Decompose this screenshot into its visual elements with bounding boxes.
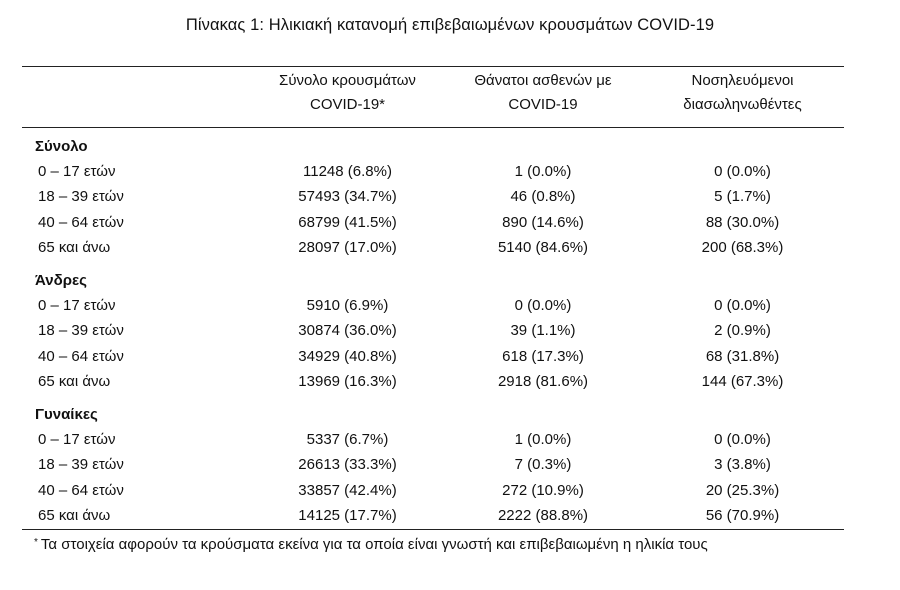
age-distribution-table: Σύνολο κρουσμάτων COVID-19* Θάνατοι ασθε… — [22, 66, 844, 530]
intubated-cell: 2 (0.9%) — [714, 322, 771, 340]
intubated-cell: 20 (25.3%) — [705, 481, 780, 499]
deaths-cell: 39 (1.1%) — [510, 322, 576, 340]
header-total-cases: Σύνολο κρουσμάτων COVID-19* — [250, 67, 445, 128]
age-group-cell: 40 – 64 ετών — [38, 481, 124, 499]
footnote-marker: * — [34, 537, 38, 548]
cases-cell: 30874 (36.0%) — [298, 322, 397, 340]
table-row: 18 – 39 ετών 57493 (34.7%) 46 (0.8%) 5 (… — [22, 185, 844, 211]
cases-cell: 57493 (34.7%) — [298, 188, 397, 206]
age-group-cell: 18 – 39 ετών — [38, 188, 124, 206]
header-row: Σύνολο κρουσμάτων COVID-19* Θάνατοι ασθε… — [22, 66, 844, 128]
deaths-cell: 46 (0.8%) — [510, 188, 576, 206]
header-empty-cell — [22, 67, 250, 128]
age-group-cell: 18 – 39 ετών — [38, 456, 124, 474]
age-group-cell: 65 και άνω — [38, 373, 111, 391]
cases-cell: 26613 (33.3%) — [298, 456, 397, 474]
deaths-cell: 7 (0.3%) — [514, 456, 572, 474]
table-row: 65 και άνω 13969 (16.3%) 2918 (81.6%) 14… — [22, 370, 844, 396]
header-deaths-line1: Θάνατοι ασθενών με — [474, 72, 612, 89]
deaths-cell: 5140 (84.6%) — [497, 239, 589, 257]
table-row: 40 – 64 ετών 68799 (41.5%) 890 (14.6%) 8… — [22, 210, 844, 236]
table-row: 0 – 17 ετών 5910 (6.9%) 0 (0.0%) 0 (0.0%… — [22, 293, 844, 319]
cases-cell: 11248 (6.8%) — [303, 162, 392, 180]
footnote-text: Τα στοιχεία αφορούν τα κρούσματα εκείνα … — [40, 536, 708, 553]
deaths-cell: 1 (0.0%) — [514, 430, 572, 448]
intubated-cell: 144 (67.3%) — [701, 373, 784, 391]
table-row: 0 – 17 ετών 11248 (6.8%) 1 (0.0%) 0 (0.0… — [22, 159, 844, 185]
intubated-cell: 5 (1.7%) — [714, 188, 771, 206]
deaths-cell: 272 (10.9%) — [502, 481, 584, 499]
age-group-cell: 0 – 17 ετών — [38, 296, 116, 314]
cases-cell: 5337 (6.7%) — [306, 430, 389, 448]
deaths-cell: 2222 (88.8%) — [497, 507, 589, 525]
deaths-cell: 0 (0.0%) — [514, 296, 572, 314]
cases-cell: 13969 (16.3%) — [298, 373, 397, 391]
header-intubated-line2: διασωληνωθέντες — [683, 96, 802, 113]
age-distribution-table-container: Σύνολο κρουσμάτων COVID-19* Θάνατοι ασθε… — [22, 66, 844, 530]
table-title: Πίνακας 1: Ηλικιακή κατανομή επιβεβαιωμέ… — [185, 16, 715, 34]
header-total-cases-line2: COVID-19* — [309, 96, 386, 113]
header-deaths: Θάνατοι ασθενών με COVID-19 — [445, 67, 641, 128]
header-total-cases-line1: Σύνολο κρουσμάτων — [279, 72, 416, 89]
section-label: Άνδρες — [35, 271, 87, 289]
age-group-cell: 65 και άνω — [38, 507, 111, 525]
section-label: Σύνολο — [35, 137, 88, 155]
header-intubated-line1: Νοσηλευόμενοι — [691, 72, 794, 89]
deaths-cell: 618 (17.3%) — [502, 347, 584, 365]
cases-cell: 34929 (40.8%) — [298, 347, 397, 365]
cases-cell: 33857 (42.4%) — [298, 481, 397, 499]
table-row: 65 και άνω 14125 (17.7%) 2222 (88.8%) 56… — [22, 504, 844, 530]
age-group-cell: 65 και άνω — [38, 239, 111, 257]
table-row: 18 – 39 ετών 26613 (33.3%) 7 (0.3%) 3 (3… — [22, 453, 844, 479]
cases-cell: 68799 (41.5%) — [298, 213, 397, 231]
intubated-cell: 0 (0.0%) — [714, 430, 771, 448]
header-intubated: Νοσηλευόμενοι διασωληνωθέντες — [641, 67, 844, 128]
table-row: 40 – 64 ετών 34929 (40.8%) 618 (17.3%) 6… — [22, 344, 844, 370]
table-row: 40 – 64 ετών 33857 (42.4%) 272 (10.9%) 2… — [22, 478, 844, 504]
age-group-cell: 40 – 64 ετών — [38, 347, 124, 365]
deaths-cell: 2918 (81.6%) — [497, 373, 589, 391]
table-row: 65 και άνω 28097 (17.0%) 5140 (84.6%) 20… — [22, 236, 844, 262]
intubated-cell: 200 (68.3%) — [701, 239, 784, 257]
section-header-women: Γυναίκες — [22, 402, 844, 427]
intubated-cell: 0 (0.0%) — [714, 296, 771, 314]
intubated-cell: 0 (0.0%) — [714, 162, 771, 180]
intubated-cell: 68 (31.8%) — [705, 347, 780, 365]
table-row: 18 – 39 ετών 30874 (36.0%) 39 (1.1%) 2 (… — [22, 319, 844, 345]
section-header-total: Σύνολο — [22, 128, 844, 160]
section-label: Γυναίκες — [35, 405, 98, 423]
intubated-cell: 88 (30.0%) — [705, 213, 780, 231]
age-group-cell: 0 – 17 ετών — [38, 162, 116, 180]
header-deaths-line2: COVID-19 — [508, 96, 578, 113]
footnote: * Τα στοιχεία αφορούν τα κρούσματα εκείνα… — [34, 534, 708, 556]
deaths-cell: 1 (0.0%) — [514, 162, 572, 180]
intubated-cell: 3 (3.8%) — [714, 456, 771, 474]
age-group-cell: 18 – 39 ετών — [38, 322, 124, 340]
intubated-cell: 56 (70.9%) — [705, 507, 780, 525]
cases-cell: 14125 (17.7%) — [298, 507, 397, 525]
age-group-cell: 0 – 17 ετών — [38, 430, 116, 448]
section-header-men: Άνδρες — [22, 268, 844, 293]
cases-cell: 28097 (17.0%) — [298, 239, 397, 257]
age-group-cell: 40 – 64 ετών — [38, 213, 124, 231]
cases-cell: 5910 (6.9%) — [306, 296, 389, 314]
section-spacer — [22, 395, 844, 402]
deaths-cell: 890 (14.6%) — [502, 213, 584, 231]
section-spacer — [22, 261, 844, 268]
table-row: 0 – 17 ετών 5337 (6.7%) 1 (0.0%) 0 (0.0%… — [22, 427, 844, 453]
